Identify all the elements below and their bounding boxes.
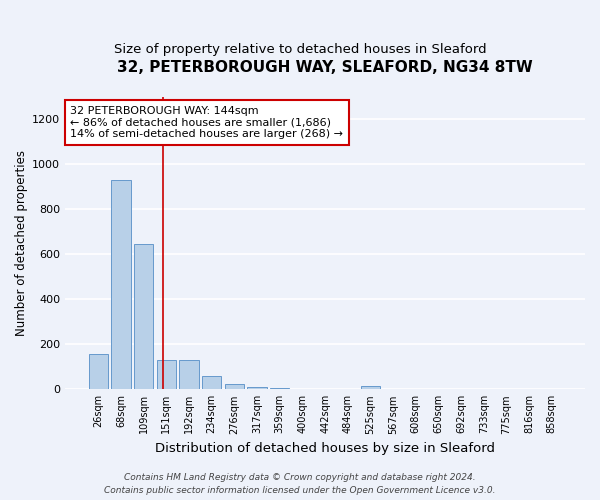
Text: 32 PETERBOROUGH WAY: 144sqm
← 86% of detached houses are smaller (1,686)
14% of : 32 PETERBOROUGH WAY: 144sqm ← 86% of det…: [70, 106, 343, 139]
Bar: [134, 244, 154, 390]
Bar: [179, 360, 199, 390]
Bar: [361, 386, 380, 390]
Title: 32, PETERBOROUGH WAY, SLEAFORD, NG34 8TW: 32, PETERBOROUGH WAY, SLEAFORD, NG34 8TW: [117, 60, 533, 75]
Bar: [270, 388, 289, 390]
Text: Size of property relative to detached houses in Sleaford: Size of property relative to detached ho…: [113, 42, 487, 56]
Bar: [225, 384, 244, 390]
Text: Contains HM Land Registry data © Crown copyright and database right 2024.
Contai: Contains HM Land Registry data © Crown c…: [104, 474, 496, 495]
Bar: [247, 387, 267, 390]
Bar: [89, 354, 108, 390]
Bar: [202, 376, 221, 390]
Y-axis label: Number of detached properties: Number of detached properties: [15, 150, 28, 336]
Bar: [112, 180, 131, 390]
Bar: [157, 360, 176, 390]
X-axis label: Distribution of detached houses by size in Sleaford: Distribution of detached houses by size …: [155, 442, 495, 455]
